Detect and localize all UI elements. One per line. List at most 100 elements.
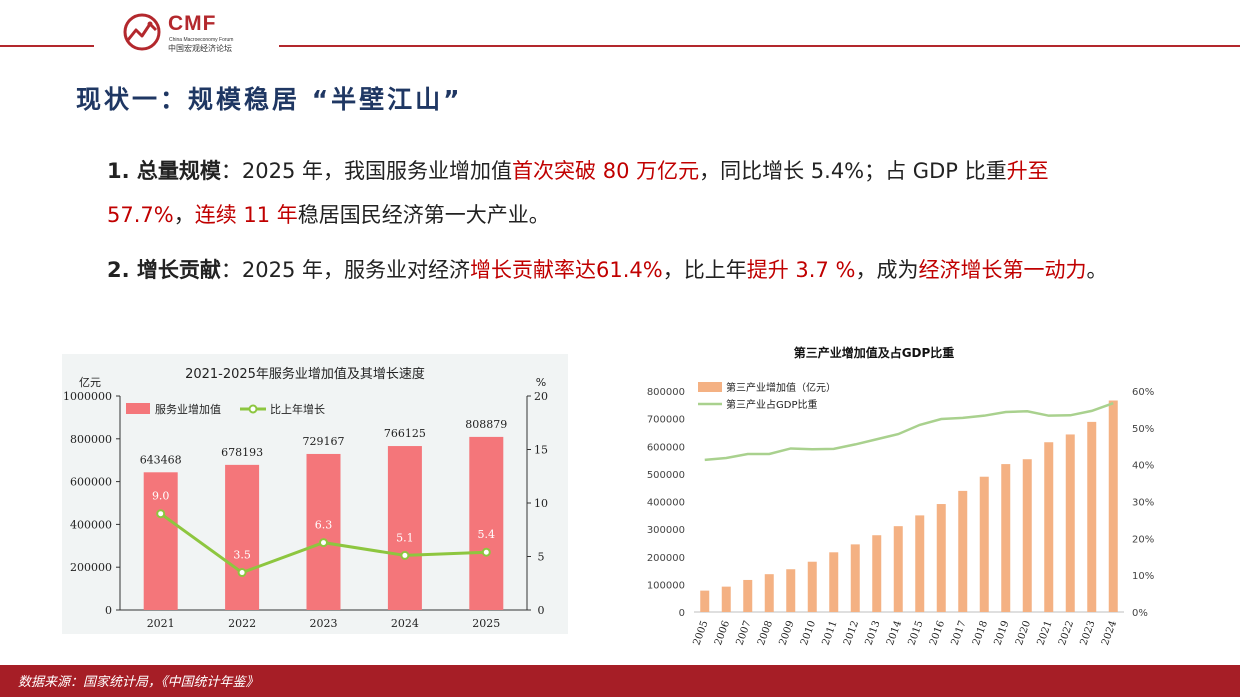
bar xyxy=(700,590,710,612)
page-title: 现状一：规模稳居 “半壁江山” xyxy=(76,85,463,114)
paragraph-total-scale: 1. 总量规模：2025 年，我国服务业增加值首次突破 80 万亿元，同比增长 … xyxy=(107,149,1137,237)
y-tick-label-right: 50% xyxy=(1132,424,1154,435)
header-rule-left xyxy=(0,45,94,47)
y-tick-label-right: 0 xyxy=(538,604,545,617)
bar xyxy=(721,586,731,612)
footer-bar: 数据来源：国家统计局，《中国统计年鉴》 xyxy=(0,665,1240,697)
x-tick-label: 2007 xyxy=(735,619,754,647)
growth-label: 5.4 xyxy=(478,528,496,541)
y-tick-label-left: 600000 xyxy=(647,442,685,453)
legend-swatch-point xyxy=(248,404,258,414)
paragraph-segment: ：2025 年，服务业对经济 xyxy=(220,258,471,282)
legend-label-bar: 服务业增加值 xyxy=(155,402,221,416)
legend-label-line: 比上年增长 xyxy=(270,402,325,416)
bar xyxy=(915,515,925,612)
x-tick-label: 2024 xyxy=(1100,619,1119,647)
header-rule-right xyxy=(279,45,1240,47)
bar-value-label: 808879 xyxy=(465,418,507,431)
paragraph-growth-contribution: 2. 增长贡献：2025 年，服务业对经济增长贡献率达61.4%，比上年提升 3… xyxy=(107,248,1137,292)
y-tick-label-left: 300000 xyxy=(647,525,685,536)
y-tick-label-left: 200000 xyxy=(70,561,112,574)
y-tick-label-right: 5 xyxy=(538,551,545,564)
x-tick-label: 2022 xyxy=(1057,619,1076,647)
y-tick-label-left: 0 xyxy=(105,604,112,617)
logo-mark-icon xyxy=(123,13,161,51)
paragraph-segment: 首次突破 80 万亿元 xyxy=(512,159,700,183)
x-tick-label: 2016 xyxy=(928,619,947,647)
bar xyxy=(807,561,817,612)
chart-service-value-growth: 2021-2025年服务业增加值及其增长速度 亿元% 0 200000 400000 60… xyxy=(62,354,568,634)
paragraph-segment: ， xyxy=(173,203,195,227)
bar xyxy=(979,476,989,612)
y-tick-label-right: 30% xyxy=(1132,498,1154,509)
bar xyxy=(786,569,796,612)
paragraph-segment: ，比上年 xyxy=(662,258,747,282)
y-tick-label-left: 400000 xyxy=(70,518,112,531)
x-tick-label: 2005 xyxy=(692,619,711,647)
growth-point xyxy=(481,547,491,557)
paragraph-segment: 2. 增长贡献 xyxy=(107,258,221,282)
footer-source: 数据来源：国家统计局，《中国统计年鉴》 xyxy=(18,675,259,690)
growth-label: 9.0 xyxy=(152,490,170,503)
paragraph-segment: 。 xyxy=(1086,258,1108,282)
legend-swatch-bar xyxy=(126,403,150,414)
paragraph-segment: 升至 57.7% xyxy=(107,159,1049,227)
x-tick-label: 2008 xyxy=(756,619,775,647)
y-tick-label-right: 60% xyxy=(1132,387,1154,398)
growth-point xyxy=(400,550,410,560)
paragraph-segment: ，同比增长 5.4%；占 GDP 比重 xyxy=(699,159,1007,183)
cmf-logo: CMF China Macroeconomy Forum 中国宏观经济论坛 xyxy=(122,10,272,54)
bar-value-label: 766125 xyxy=(384,427,426,440)
paragraph-segment: 连续 11 年 xyxy=(194,203,298,227)
bar xyxy=(1001,464,1011,612)
x-tick-label: 2015 xyxy=(907,619,926,647)
x-tick-label: 2013 xyxy=(864,619,883,647)
bar-value-label: 643468 xyxy=(140,453,182,466)
x-tick-label: 2022 xyxy=(228,617,256,630)
bar xyxy=(872,535,882,612)
bar xyxy=(958,490,968,612)
legend-label-bar: 第三产业增加值（亿元） xyxy=(726,381,836,394)
bar xyxy=(143,472,178,610)
x-tick-label: 2012 xyxy=(842,619,861,647)
y-tick-label-left: 0 xyxy=(679,608,685,619)
paragraph-segment: ：2025 年，我国服务业增加值 xyxy=(220,159,513,183)
bar xyxy=(1044,442,1054,612)
paragraph-segment: 经济增长第一动力 xyxy=(918,258,1087,282)
y-unit-right: % xyxy=(536,376,546,389)
y-tick-label-right: 15 xyxy=(534,444,548,457)
y-tick-label-left: 500000 xyxy=(647,470,685,481)
growth-label: 5.1 xyxy=(396,531,414,544)
growth-label: 6.3 xyxy=(315,519,333,532)
legend-label-line: 第三产业占GDP比重 xyxy=(726,398,817,411)
y-tick-label-left: 1000000 xyxy=(63,390,112,403)
chart-right-svg: 第三产业增加值及占GDP比重 0 100000 200000 300000 400000 5… xyxy=(647,345,1154,647)
x-tick-label: 2020 xyxy=(1014,619,1033,647)
logo-subtitle-en: China Macroeconomy Forum xyxy=(169,37,234,43)
y-tick-label-left: 200000 xyxy=(647,553,685,564)
bar xyxy=(1065,434,1075,612)
chart-tertiary-share: 第三产业增加值及占GDP比重 0 100000 200000 300000 400000 5… xyxy=(612,336,1172,656)
bar xyxy=(387,446,422,610)
growth-point xyxy=(319,538,328,548)
bar-value-label: 678193 xyxy=(221,446,263,459)
bar xyxy=(1087,421,1097,612)
paragraph-segment: 增长贡献率达61.4% xyxy=(470,258,663,282)
y-tick-label-left: 700000 xyxy=(647,415,685,426)
growth-point xyxy=(237,568,247,578)
growth-label: 3.5 xyxy=(233,549,251,562)
x-tick-label: 2024 xyxy=(391,617,419,630)
chart-title: 2021-2025年服务业增加值及其增长速度 xyxy=(185,366,425,382)
bar xyxy=(893,526,903,612)
y-tick-label-right: 10% xyxy=(1132,571,1154,582)
bar-value-label: 729167 xyxy=(303,435,345,448)
x-tick-label: 2006 xyxy=(713,619,732,647)
bar xyxy=(936,504,946,612)
paragraph-segment: ，成为 xyxy=(855,258,919,282)
x-tick-label: 2009 xyxy=(778,619,797,647)
bar xyxy=(1022,459,1032,612)
bar xyxy=(469,436,504,610)
logo-subtitle-cn: 中国宏观经济论坛 xyxy=(168,44,232,53)
logo-name: CMF xyxy=(168,12,217,35)
